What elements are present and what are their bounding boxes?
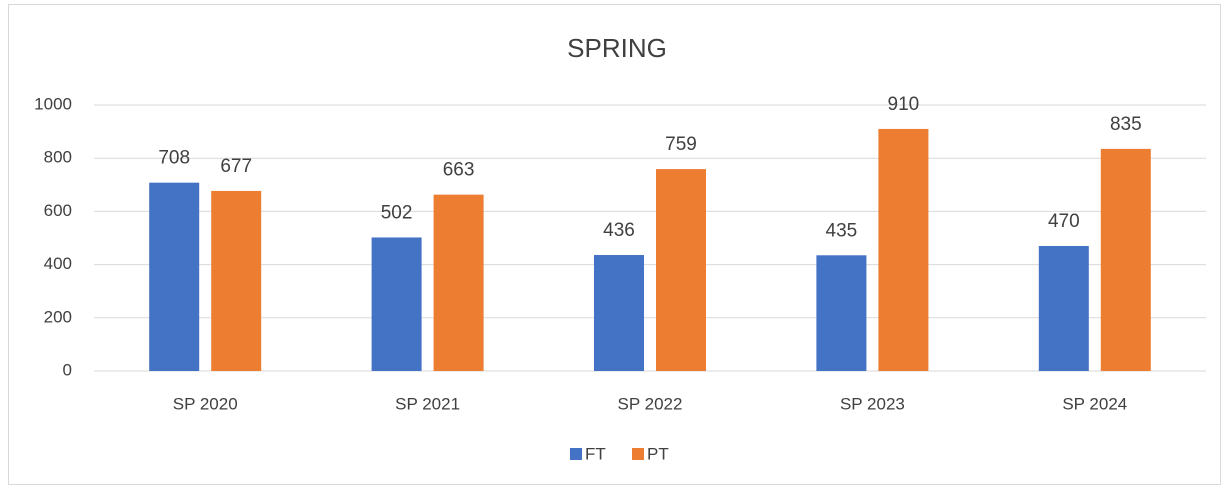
bar — [878, 128, 929, 371]
bar — [594, 255, 644, 371]
data-label: 436 — [603, 220, 635, 241]
y-tick-label: 0 — [63, 360, 72, 379]
bar — [371, 237, 422, 371]
chart-border — [8, 4, 1221, 485]
data-label: 677 — [220, 156, 252, 177]
y-tick-label: 200 — [44, 307, 72, 326]
legend-label: FT — [585, 444, 606, 463]
bar — [149, 182, 200, 371]
x-tick-label: SP 2022 — [618, 394, 683, 413]
x-tick-label: SP 2023 — [840, 394, 905, 413]
data-label: 663 — [443, 160, 475, 181]
legend-label: PT — [647, 444, 669, 463]
data-label: 759 — [665, 134, 697, 155]
bar — [656, 169, 706, 371]
x-tick-label: SP 2024 — [1062, 394, 1127, 413]
legend-swatch — [632, 448, 644, 460]
x-tick-label: SP 2021 — [395, 394, 460, 413]
chart-title: SPRING — [567, 33, 667, 63]
data-label: 910 — [888, 94, 920, 115]
legend-swatch — [570, 448, 582, 460]
bar — [211, 190, 262, 371]
data-label: 470 — [1048, 211, 1080, 232]
data-label: 435 — [826, 220, 858, 241]
data-label: 502 — [381, 202, 413, 223]
data-label: 708 — [158, 148, 190, 169]
bar — [433, 194, 484, 371]
bar — [1038, 245, 1089, 371]
y-tick-label: 1000 — [34, 94, 72, 113]
y-tick-label: 400 — [44, 254, 72, 273]
bar — [1100, 148, 1151, 371]
y-tick-label: 800 — [44, 148, 72, 167]
bar — [816, 255, 867, 371]
x-tick-label: SP 2020 — [173, 394, 238, 413]
data-label: 835 — [1110, 114, 1142, 135]
y-tick-label: 600 — [44, 201, 72, 220]
